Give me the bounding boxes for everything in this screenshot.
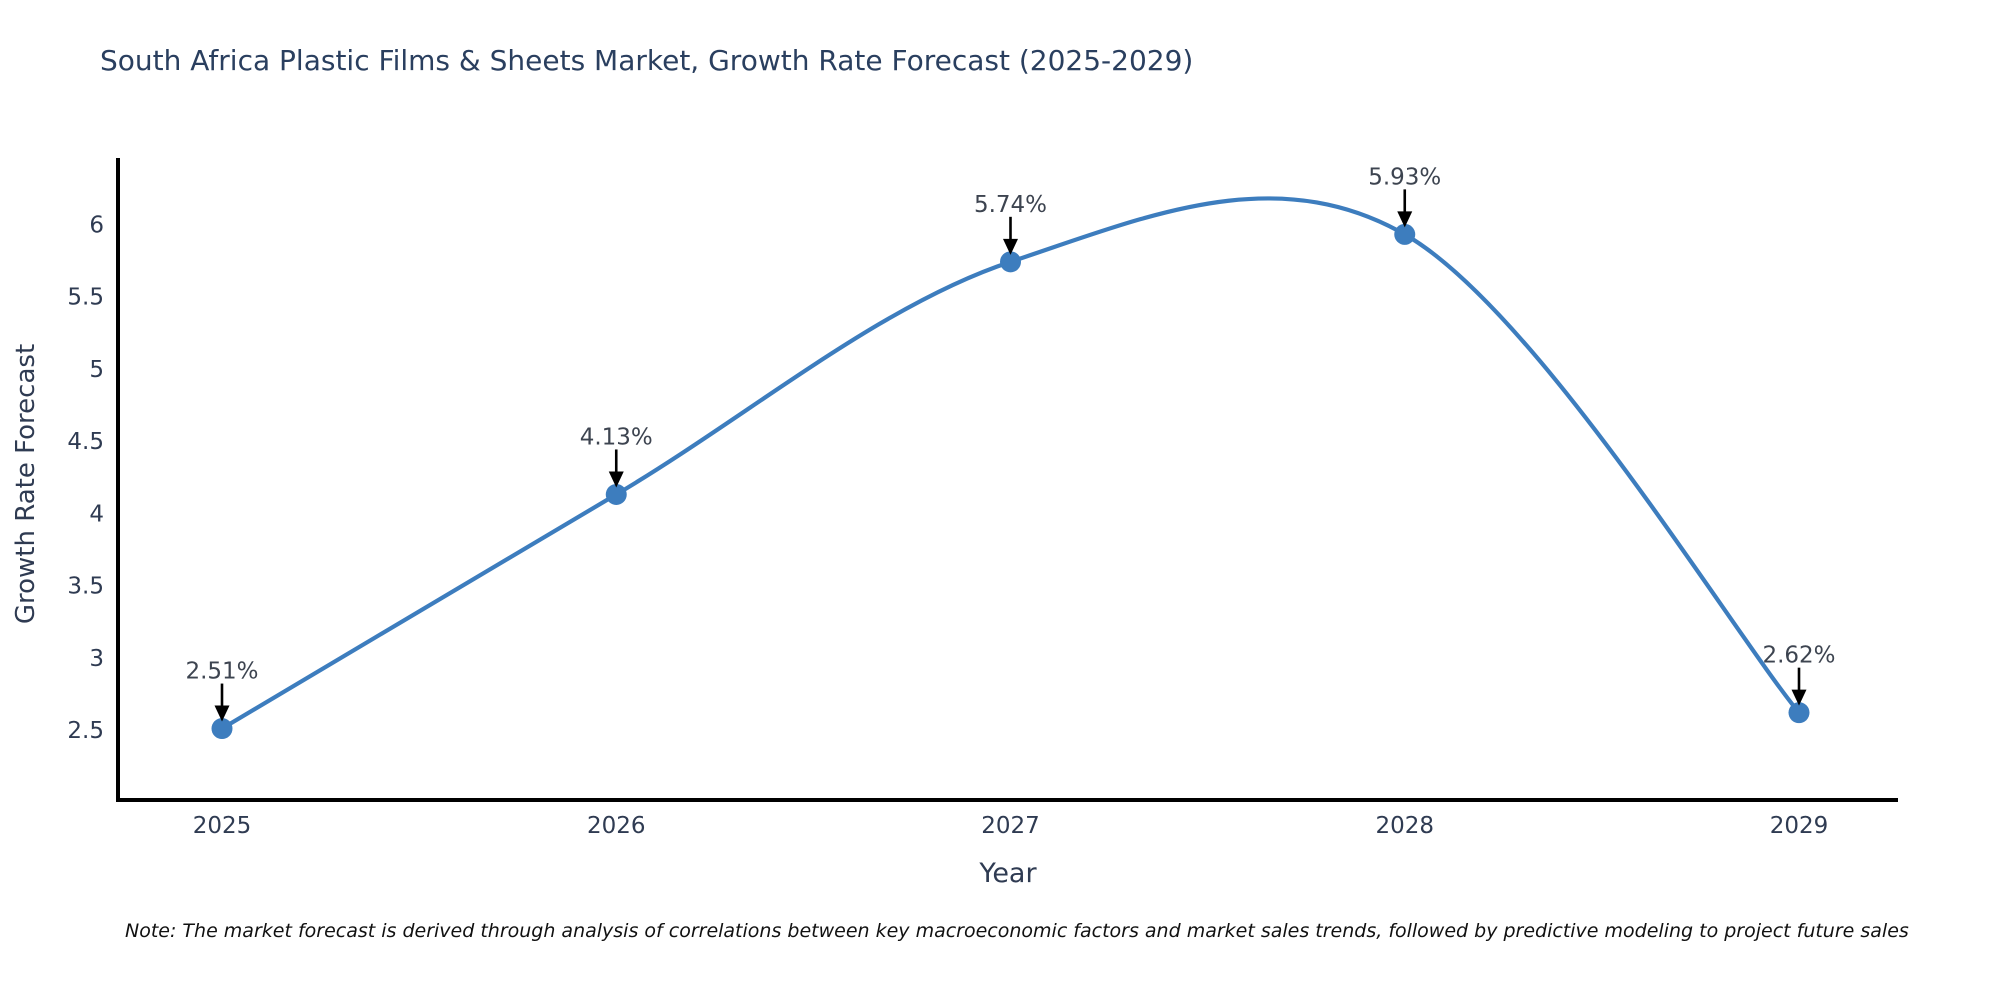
data-point-2027[interactable]	[1000, 251, 1021, 273]
annotation-label: 2.51%	[185, 659, 258, 685]
annotation-arrow-head	[1397, 211, 1413, 228]
data-point-2028[interactable]	[1394, 223, 1416, 245]
y-tick-label: 6	[89, 212, 104, 238]
y-tick-label: 4	[89, 501, 104, 527]
annotation-label: 5.93%	[1368, 164, 1441, 190]
annotation-arrow-head	[1791, 689, 1807, 706]
annotation-label: 4.13%	[580, 424, 653, 450]
data-point-2026[interactable]	[605, 483, 627, 505]
y-tick-label: 5	[89, 357, 104, 383]
forecast-line[interactable]	[219, 196, 1802, 731]
annotation-label: 2.62%	[1762, 643, 1835, 669]
chart-title: South Africa Plastic Films & Sheets Mark…	[100, 44, 1194, 77]
y-tick-label: 3	[89, 646, 104, 672]
y-tick-label: 3.5	[67, 574, 104, 600]
footnote: Note: The market forecast is derived thr…	[125, 920, 1909, 942]
annotation-arrow-head	[1003, 238, 1018, 255]
y-tick-label: 4.5	[67, 429, 104, 455]
annotation-arrow-head	[608, 471, 624, 488]
annotation-arrow-head	[214, 705, 230, 722]
x-tick-label: 2025	[193, 813, 252, 839]
x-tick-label: 2026	[587, 813, 646, 839]
y-tick-label: 5.5	[67, 285, 104, 311]
data-point-2029[interactable]	[1788, 702, 1810, 724]
x-tick-label: 2027	[981, 813, 1040, 839]
y-tick-label: 2.5	[67, 718, 104, 744]
y-axis-title: Growth Rate Forecast	[11, 343, 41, 625]
annotation-label: 5.74%	[974, 192, 1047, 218]
data-point-2025[interactable]	[211, 718, 233, 740]
x-axis-title: Year	[979, 858, 1037, 889]
x-tick-label: 2029	[1770, 813, 1829, 839]
x-tick-label: 2028	[1375, 813, 1434, 839]
